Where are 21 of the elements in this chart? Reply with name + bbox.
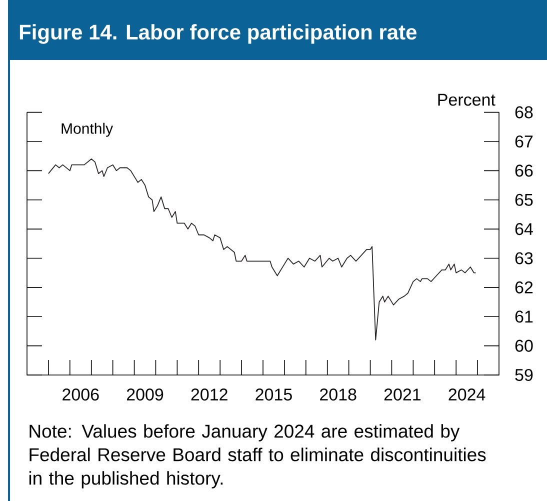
- x-tick-label: 2009: [126, 388, 164, 401]
- y-tick-label: 62: [515, 281, 533, 294]
- y-tick-label: 65: [515, 194, 533, 206]
- y-tick-label: 64: [515, 223, 533, 236]
- chart-title: Figure 14. Labor force participation rate: [20, 24, 416, 44]
- y-tick-label: 68: [515, 106, 533, 118]
- y-tick-label: 67: [515, 135, 533, 148]
- annotation: Monthly: [62, 122, 114, 137]
- y-axis-title: Percent: [438, 94, 496, 106]
- x-tick-label: 2012: [191, 388, 228, 401]
- y-tick-label: 60: [515, 340, 533, 352]
- text: Note: Values before January 2024 are estimated by Federal Reserve Board staff to eliminate discontinuities in the published history.: [29, 424, 486, 488]
- y-tick-label: 66: [515, 164, 533, 177]
- x-tick-label: 2024: [448, 388, 486, 401]
- y-tick-label: 63: [515, 252, 533, 264]
- y-tick-label: 61: [515, 310, 533, 323]
- x-tick-label: 2018: [320, 388, 356, 401]
- x-tick-label: 2015: [256, 388, 292, 401]
- y-tick-label: 59: [515, 368, 533, 382]
- x-tick-label: 2006: [62, 388, 99, 401]
- x-tick-label: 2021: [384, 388, 421, 401]
